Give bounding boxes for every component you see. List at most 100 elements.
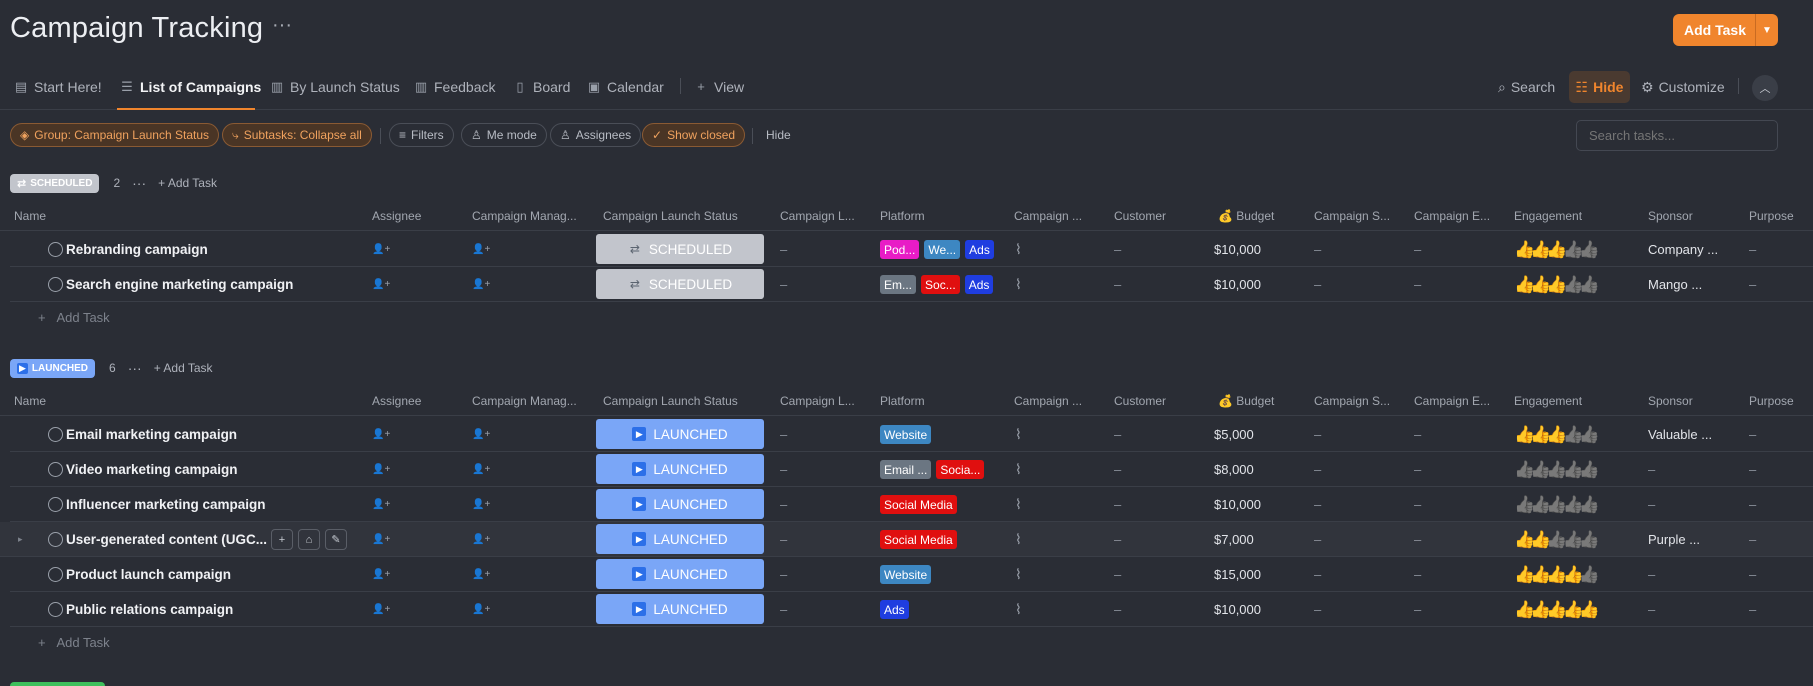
assignees-chip[interactable]: ♙ Assignees <box>550 123 642 147</box>
group-by-chip[interactable]: ◈ Group: Campaign Launch Status <box>10 123 220 147</box>
attachment-icon[interactable]: ⌇ <box>1015 496 1022 512</box>
launch-status-cell[interactable]: ▶ LAUNCHED <box>596 489 764 519</box>
customer-value[interactable]: – <box>1114 462 1122 477</box>
column-header-engagement[interactable]: Engagement <box>1514 209 1583 223</box>
engagement-rating[interactable]: 👍 👍 👍 👍 👍 <box>1514 232 1600 267</box>
engagement-rating[interactable]: 👍 👍 👍 👍 👍 <box>1514 452 1600 487</box>
campaign-start-value[interactable]: – <box>1314 427 1322 442</box>
platform-cell[interactable]: Ads <box>880 592 914 627</box>
thumbs-up-icon[interactable]: 👍 <box>1562 239 1584 259</box>
budget-value[interactable]: $10,000 <box>1214 277 1261 292</box>
tag-icon[interactable]: ⌂ <box>298 529 320 550</box>
thumbs-up-icon[interactable]: 👍 <box>1514 494 1535 514</box>
add-assignee-icon[interactable]: 👤+ <box>372 464 391 475</box>
campaign-start-value[interactable]: – <box>1314 242 1322 257</box>
chevron-down-icon[interactable]: ▼ <box>1762 24 1772 36</box>
launch-status-cell[interactable]: ⇄ SCHEDULED <box>596 234 764 264</box>
group-add-task-button[interactable]: + Add Task <box>153 361 213 375</box>
table-row[interactable]: Product launch campaign 👤+ 👤+ ▶ LAUNCHED – Web… <box>10 557 1813 592</box>
sponsor-value[interactable]: – <box>1648 462 1656 477</box>
budget-value[interactable]: $8,000 <box>1214 462 1254 477</box>
tab-calendar[interactable]: ▣ Calendar <box>587 76 664 98</box>
thumbs-up-icon[interactable]: 👍 <box>1530 239 1551 259</box>
campaign-end-value[interactable]: – <box>1414 462 1422 477</box>
thumbs-up-icon[interactable]: 👍 <box>1546 459 1567 479</box>
campaign-start-value[interactable]: – <box>1314 277 1322 292</box>
thumbs-up-icon[interactable]: 👍 <box>1562 494 1584 514</box>
task-status-circle[interactable] <box>48 532 63 547</box>
thumbs-up-icon[interactable]: 👍 <box>1546 564 1567 584</box>
customer-value[interactable]: – <box>1114 532 1122 547</box>
platform-cell[interactable]: Website <box>880 557 936 592</box>
launch-status-cell[interactable]: ▶ LAUNCHED <box>596 454 764 484</box>
budget-value[interactable]: $7,000 <box>1214 532 1254 547</box>
search-tasks-input[interactable] <box>1576 120 1778 151</box>
table-row[interactable]: Email marketing campaign 👤+ 👤+ ▶ LAUNCHED – We… <box>10 417 1813 452</box>
table-row[interactable]: Search engine marketing campaign 👤+ 👤+ ⇄ SCH… <box>10 267 1813 302</box>
campaign-start-value[interactable]: – <box>1314 602 1322 617</box>
column-header-campaign[interactable]: Campaign ... <box>1014 209 1083 223</box>
task-status-circle[interactable] <box>48 567 63 582</box>
thumbs-up-icon[interactable]: 👍 <box>1546 494 1567 514</box>
column-header-campaign-l[interactable]: Campaign L... <box>780 209 855 223</box>
table-row[interactable]: Influencer marketing campaign 👤+ 👤+ ▶ LAUNCH… <box>10 487 1813 522</box>
sponsor-value[interactable]: – <box>1648 497 1656 512</box>
campaign-end-value[interactable]: – <box>1414 602 1422 617</box>
add-task-button[interactable]: Add Task ▼ <box>1673 14 1778 46</box>
campaign-l-value[interactable]: – <box>780 602 788 617</box>
add-assignee-icon[interactable]: 👤+ <box>372 604 391 615</box>
campaign-l-value[interactable]: – <box>780 277 788 292</box>
sponsor-value[interactable]: Valuable ... <box>1648 427 1713 442</box>
platform-cell[interactable]: Email ... Socia... <box>880 452 989 487</box>
platform-cell[interactable]: Em... Soc... Ads <box>880 267 998 302</box>
thumbs-up-icon[interactable]: 👍 <box>1530 529 1551 549</box>
tab-board[interactable]: ▯ Board <box>513 76 570 98</box>
campaign-end-value[interactable]: – <box>1414 497 1422 512</box>
thumbs-up-icon[interactable]: 👍 <box>1514 599 1535 619</box>
thumbs-up-icon[interactable]: 👍 <box>1562 274 1584 294</box>
tab-by-launch-status[interactable]: ▥ By Launch Status <box>270 76 400 98</box>
more-options-icon[interactable]: ··· <box>272 14 292 36</box>
platform-cell[interactable]: Website <box>880 417 936 452</box>
platform-cell[interactable]: Social Media <box>880 522 962 557</box>
budget-value[interactable]: $5,000 <box>1214 427 1254 442</box>
add-manager-icon[interactable]: 👤+ <box>472 569 491 580</box>
campaign-end-value[interactable]: – <box>1414 277 1422 292</box>
add-task-row[interactable]: + Add Task <box>38 310 110 325</box>
purpose-value[interactable]: – <box>1749 242 1757 257</box>
purpose-value[interactable]: – <box>1749 532 1757 547</box>
attachment-icon[interactable]: ⌇ <box>1015 531 1022 547</box>
column-header-sponsor[interactable]: Sponsor <box>1648 209 1693 223</box>
task-status-circle[interactable] <box>48 427 63 442</box>
expand-icon[interactable]: ▸ <box>18 534 23 544</box>
thumbs-up-icon[interactable]: 👍 <box>1578 459 1600 479</box>
status-badge[interactable]: ⇄ SCHEDULED <box>10 173 100 193</box>
engagement-rating[interactable]: 👍 👍 👍 👍 👍 <box>1514 557 1600 592</box>
add-manager-icon[interactable]: 👤+ <box>472 464 491 475</box>
add-manager-icon[interactable]: 👤+ <box>472 279 491 290</box>
thumbs-up-icon[interactable]: 👍 <box>1562 564 1584 584</box>
campaign-l-value[interactable]: – <box>780 242 788 257</box>
purpose-value[interactable]: – <box>1749 567 1757 582</box>
sponsor-value[interactable]: Company ... <box>1648 242 1719 257</box>
table-row[interactable]: ▸ User-generated content (UGC... + ⌂ ✎ 👤+ 👤+ ▶ L… <box>0 522 1813 557</box>
status-badge[interactable]: ▶ LAUNCHED <box>10 358 96 378</box>
thumbs-up-icon[interactable]: 👍 <box>1530 599 1551 619</box>
thumbs-up-icon[interactable]: 👍 <box>1530 274 1551 294</box>
launch-status-cell[interactable]: ▶ LAUNCHED <box>596 594 764 624</box>
thumbs-up-icon[interactable]: 👍 <box>1514 459 1535 479</box>
column-header-platform[interactable]: Platform <box>880 209 925 223</box>
customer-value[interactable]: – <box>1114 497 1122 512</box>
column-header-campaign-e[interactable]: Campaign E... <box>1414 209 1491 223</box>
add-assignee-icon[interactable]: 👤+ <box>372 429 391 440</box>
thumbs-up-icon[interactable]: 👍 <box>1514 529 1535 549</box>
column-header-campaign[interactable]: Campaign ... <box>1014 394 1083 408</box>
add-assignee-icon[interactable]: 👤+ <box>372 569 391 580</box>
task-name[interactable]: Search engine marketing campaign <box>66 277 294 292</box>
platform-cell[interactable]: Social Media <box>880 487 962 522</box>
thumbs-up-icon[interactable]: 👍 <box>1546 424 1567 444</box>
column-header-customer[interactable]: Customer <box>1114 394 1167 408</box>
budget-value[interactable]: $10,000 <box>1214 242 1261 257</box>
column-header-assignee[interactable]: Assignee <box>372 394 422 408</box>
add-manager-icon[interactable]: 👤+ <box>472 534 491 545</box>
